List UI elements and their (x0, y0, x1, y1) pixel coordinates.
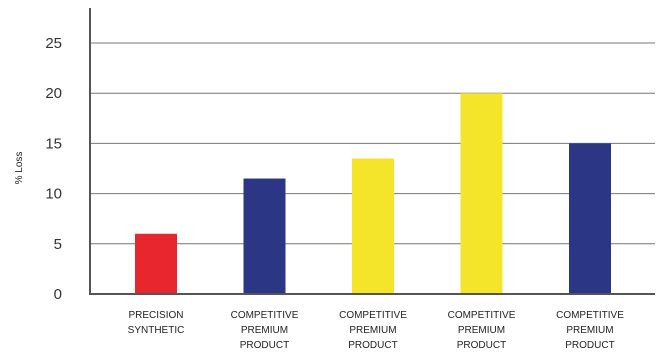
bars (135, 93, 611, 294)
y-tick-label: 20 (45, 85, 62, 102)
category-label-line: SYNTHETIC (128, 325, 185, 336)
category-label-line: PREMIUM (241, 325, 288, 336)
category-label-line: COMPETITIVE (339, 310, 407, 321)
category-label-line: PREMIUM (349, 325, 396, 336)
bar (352, 158, 394, 294)
category-label: COMPETITIVE PREMIUM PRODUCT (556, 310, 624, 351)
category-label-line: PREMIUM (566, 325, 613, 336)
bar (460, 93, 503, 294)
category-label-line: PRODUCT (457, 340, 506, 351)
category-label-line: PREMIUM (458, 325, 505, 336)
y-tick-label: 25 (45, 35, 62, 52)
bar (569, 143, 611, 294)
bar (243, 178, 286, 294)
category-label-line: COMPETITIVE (231, 310, 299, 321)
y-tick-label: 15 (45, 135, 62, 152)
y-axis-title: % Loss (14, 152, 25, 185)
category-label-line: COMPETITIVE (448, 310, 516, 321)
category-label: COMPETITIVE PREMIUM PRODUCT (231, 310, 299, 351)
category-label-line: PRODUCT (240, 340, 289, 351)
category-labels: PRECISION SYNTHETIC COMPETITIVE PREMIUM PROD… (128, 310, 625, 351)
category-label: COMPETITIVE PREMIUM PRODUCT (448, 310, 516, 351)
y-tick-label: 5 (54, 236, 62, 253)
axes (89, 8, 655, 295)
y-tick-labels: 0 5 10 15 20 25 (45, 35, 62, 303)
gridlines (90, 42, 655, 245)
category-label-line: PRODUCT (348, 340, 397, 351)
category-label-line: PRODUCT (565, 340, 614, 351)
category-label-line: COMPETITIVE (556, 310, 624, 321)
category-label-line: PRECISION (128, 310, 183, 321)
y-tick-label: 0 (54, 286, 62, 303)
y-tick-label: 10 (45, 186, 62, 203)
category-label: COMPETITIVE PREMIUM PRODUCT (339, 310, 407, 351)
category-label: PRECISION SYNTHETIC (128, 310, 185, 336)
bar (135, 233, 177, 294)
